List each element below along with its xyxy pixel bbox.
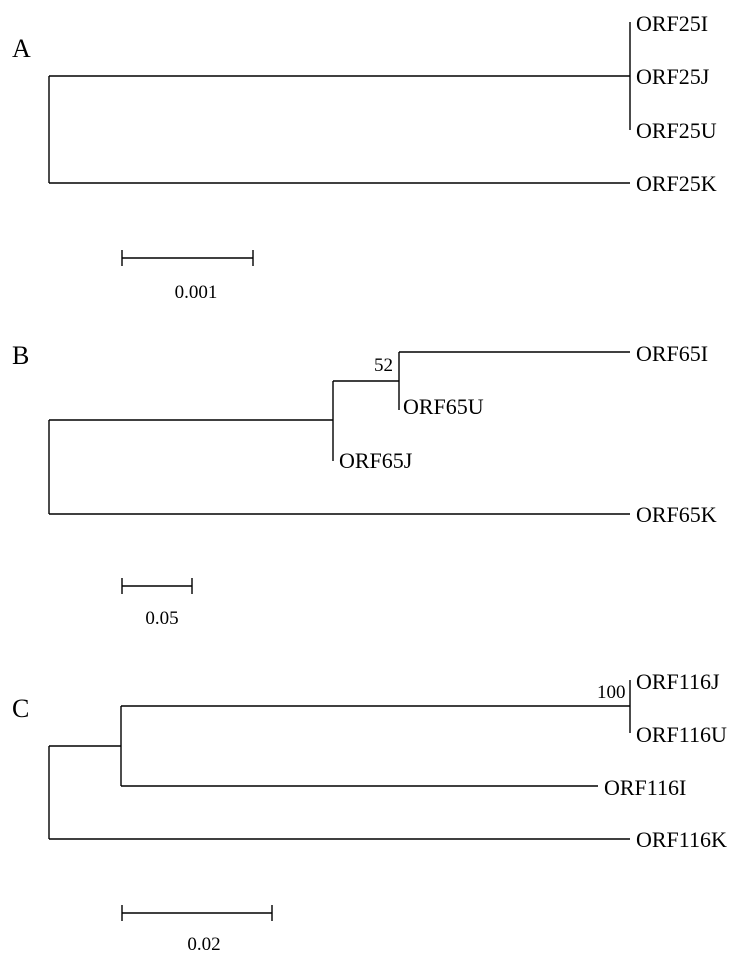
panel-b-leaf-label: ORF65U bbox=[403, 394, 484, 419]
panel-a-leaf-label: ORF25K bbox=[636, 171, 717, 196]
panel-a-leaf-label: ORF25U bbox=[636, 118, 717, 143]
panel-b-letter: B bbox=[12, 341, 29, 370]
panel-c-bootstrap-value: 100 bbox=[597, 682, 626, 703]
panel-c-branches bbox=[48, 680, 631, 840]
panel-b: B 52 ORF65I ORF65U ORF65J ORF65K 0.05 bbox=[12, 341, 717, 629]
panel-c: C 100 ORF116J ORF116U ORF116I ORF116K 0.… bbox=[12, 669, 727, 954]
panel-b-scale-bar: 0.05 bbox=[121, 578, 193, 629]
panel-a-leaf-label: ORF25I bbox=[636, 11, 708, 36]
panel-a-scale-bar: 0.001 bbox=[121, 250, 254, 303]
panel-b-scale-label: 0.05 bbox=[145, 608, 178, 629]
panel-b-bootstrap-value: 52 bbox=[374, 355, 393, 376]
panel-c-scale-label: 0.02 bbox=[187, 934, 220, 954]
panel-c-leaf-label: ORF116I bbox=[604, 775, 686, 800]
panel-c-scale-bar: 0.02 bbox=[121, 905, 273, 954]
panel-b-leaf-label: ORF65J bbox=[339, 448, 413, 473]
panel-a: A ORF25I ORF25J ORF25U ORF25K 0.001 bbox=[12, 11, 717, 303]
panel-a-letter: A bbox=[12, 34, 31, 63]
panel-b-leaf-label: ORF65I bbox=[636, 341, 708, 366]
panel-a-leaf-label: ORF25J bbox=[636, 64, 710, 89]
panel-b-leaf-label: ORF65K bbox=[636, 502, 717, 527]
panel-c-leaf-label: ORF116J bbox=[636, 669, 720, 694]
panel-a-scale-label: 0.001 bbox=[175, 282, 218, 303]
panel-c-leaf-label: ORF116K bbox=[636, 827, 727, 852]
panel-c-leaf-label: ORF116U bbox=[636, 722, 727, 747]
panel-c-letter: C bbox=[12, 694, 29, 723]
panel-b-branches bbox=[48, 351, 630, 515]
panel-a-branches bbox=[48, 22, 631, 184]
